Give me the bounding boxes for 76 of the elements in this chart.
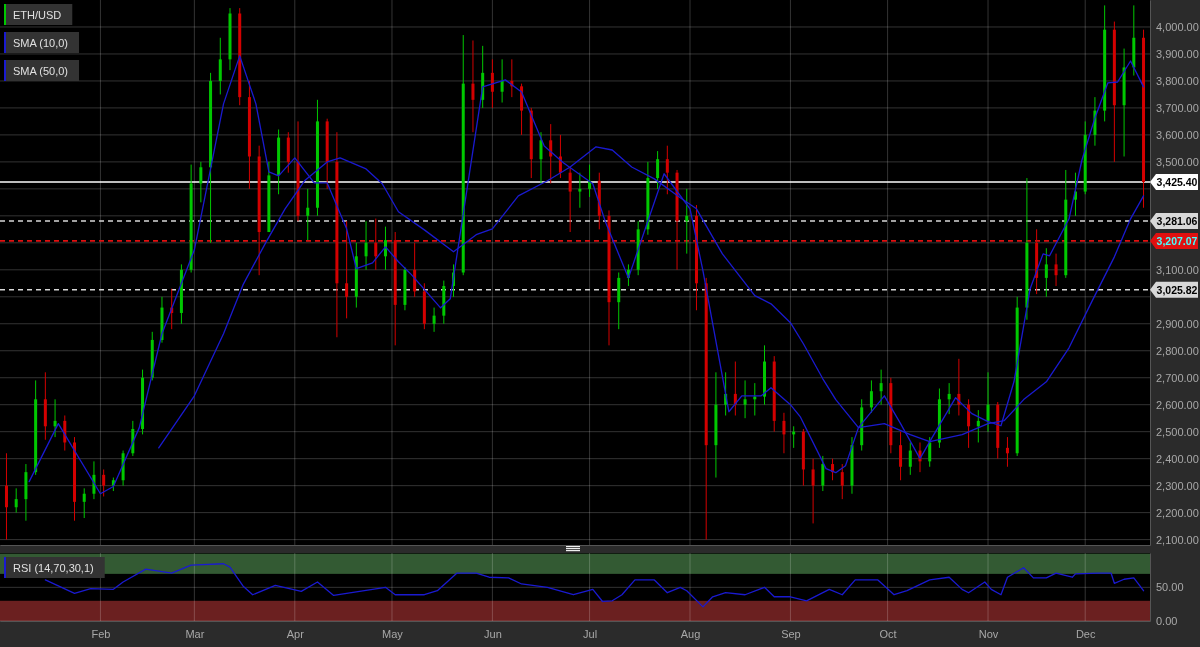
x-tick-label: Oct [879,627,897,640]
y-tick-label: 3,500.00 [1156,155,1199,168]
candlestick [578,172,582,209]
y-tick-label: 3,100.00 [1156,263,1199,276]
y-tick-label: 2,300.00 [1156,479,1199,492]
candlestick [539,131,543,184]
candlestick [218,37,222,95]
candlestick [345,220,349,319]
y-tick-label: 3,800.00 [1156,74,1199,87]
y-tick-label: 50.00 [1156,581,1184,594]
y-tick-label: 2,700.00 [1156,371,1199,384]
ref-line-label: 3,281.06 [1156,214,1198,227]
candlestick [782,412,786,454]
ref-line-label: 3,425.40 [1156,176,1198,189]
y-tick-label: 4,000.00 [1156,21,1199,33]
candlestick [656,150,660,190]
candlestick [14,487,18,514]
y-tick-label: 2,200.00 [1156,506,1199,519]
candlestick [928,436,932,468]
candlestick [947,382,951,415]
x-tick-label: Mar [185,627,205,640]
ref-line-label: 3,025.82 [1156,283,1198,296]
x-tick-label: Sep [781,627,801,640]
candlestick [821,455,825,492]
legend-label: SMA (10,0) [13,37,69,49]
x-tick-label: Feb [91,627,111,640]
candlestick [490,58,494,109]
candlestick [471,39,475,133]
x-tick-label: Apr [286,627,305,640]
candlestick [374,218,378,271]
candlestick [199,161,203,203]
candlestick [840,463,844,500]
candlestick [364,220,368,271]
candlestick [1044,247,1048,298]
candlestick [1054,253,1058,287]
candlestick [1005,436,1009,468]
x-tick-label: Dec [1075,627,1096,640]
candlestick [432,307,436,333]
candlestick [986,371,990,433]
y-tick-label: 3,700.00 [1156,101,1199,114]
y-tick-label: 2,500.00 [1156,425,1199,438]
candlestick [665,145,669,195]
x-tick-label: Nov [978,627,999,640]
y-tick-label: 2,100.00 [1156,533,1199,546]
x-tick-label: Aug [680,627,701,640]
candlestick [957,358,961,416]
candlestick [500,58,504,104]
candlestick [306,188,310,241]
y-tick-label: 3,900.00 [1156,47,1199,60]
x-tick-label: Jul [583,627,598,640]
y-tick-label: 2,600.00 [1156,398,1199,411]
candlestick [743,379,747,419]
y-tick-label: 2,400.00 [1156,452,1199,465]
legend-label: SMA (50,0) [13,65,69,77]
y-tick-label: 3,600.00 [1156,128,1199,141]
candlestick [976,409,980,443]
x-tick-label: May [382,627,404,640]
y-tick-label: 2,900.00 [1156,317,1199,330]
legend-label: ETH/USD [13,9,62,21]
candlestick [685,188,689,255]
ref-line-label: 3,207.07 [1156,234,1198,247]
candlestick [549,123,553,184]
x-tick-label: Jun [484,627,502,640]
candlestick [102,468,106,497]
candlestick [4,452,8,541]
candlestick [568,166,572,233]
candlestick [53,398,57,438]
candlestick [908,441,912,476]
candlestick [869,379,873,414]
candlestick [82,487,86,519]
y-tick-label: 0.00 [1156,615,1178,628]
candlestick [879,369,883,406]
legend-label: RSI (14,70,30,1) [13,562,94,574]
candlestick [811,458,815,524]
candlestick [899,431,903,481]
y-tick-label: 2,800.00 [1156,344,1199,357]
